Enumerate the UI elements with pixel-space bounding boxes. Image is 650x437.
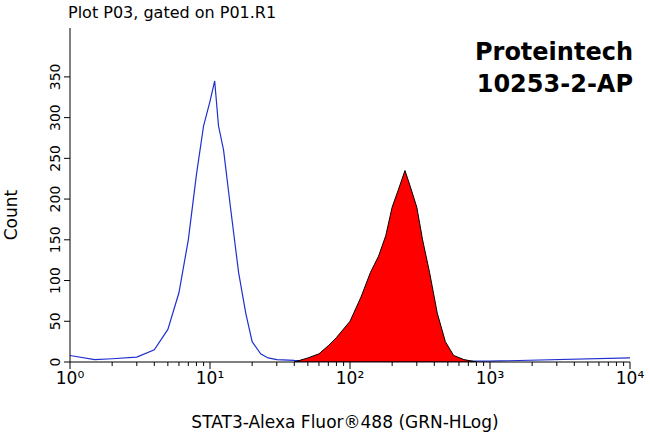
annotation: Proteintech xyxy=(475,38,633,66)
x-tick-label: 10³ xyxy=(476,368,504,388)
x-minor-tick xyxy=(307,362,308,366)
x-minor-tick xyxy=(598,362,599,366)
x-minor-tick xyxy=(294,362,295,366)
y-tick xyxy=(64,158,70,159)
y-tick-label: 300 xyxy=(47,104,63,131)
x-minor-tick xyxy=(167,362,168,366)
x-axis-label: STAT3-Alexa Fluor®488 (GRN-HLog) xyxy=(191,412,498,432)
x-minor-tick xyxy=(136,362,137,366)
y-tick xyxy=(64,239,70,240)
y-tick xyxy=(64,76,70,77)
x-minor-tick xyxy=(468,362,469,366)
x-minor-tick xyxy=(112,362,113,366)
x-minor-tick xyxy=(608,362,609,366)
y-tick-label: 0 xyxy=(47,358,63,367)
x-minor-tick xyxy=(476,362,477,366)
y-tick xyxy=(64,362,70,363)
x-minor-tick xyxy=(587,362,588,366)
x-minor-tick xyxy=(276,362,277,366)
y-tick xyxy=(64,199,70,200)
y-tick-label: 100 xyxy=(47,267,63,294)
x-minor-tick xyxy=(623,362,624,366)
x-minor-tick xyxy=(196,362,197,366)
x-minor-tick xyxy=(392,362,393,366)
x-minor-tick xyxy=(318,362,319,366)
y-axis xyxy=(70,28,71,362)
y-tick xyxy=(64,280,70,281)
x-minor-tick xyxy=(328,362,329,366)
y-axis-label: Count xyxy=(1,189,21,240)
x-tick-label: 10⁴ xyxy=(616,368,645,388)
annotation: 10253-2-AP xyxy=(477,70,633,98)
plot-area xyxy=(70,81,630,362)
x-tick-label: 10⁰ xyxy=(56,368,85,388)
x-minor-tick xyxy=(434,362,435,366)
chart: 10⁰ 10¹ 10² 10³ 10⁴ 0 50 100 150 200 250 300 350 Plot… xyxy=(0,0,650,437)
y-tick xyxy=(64,117,70,118)
x-minor-tick xyxy=(343,362,344,366)
y-tick-label: 200 xyxy=(47,186,63,213)
y-tick xyxy=(64,321,70,322)
x-minor-tick xyxy=(336,362,337,366)
x-minor-tick xyxy=(154,362,155,366)
x-minor-tick xyxy=(178,362,179,366)
x-minor-tick xyxy=(447,362,448,366)
x-minor-tick xyxy=(458,362,459,366)
title: Plot P03, gated on P01.R1 xyxy=(68,3,276,22)
y-tick-label: 50 xyxy=(47,312,63,330)
x-minor-tick xyxy=(416,362,417,366)
area-series xyxy=(294,171,476,362)
x-minor-tick xyxy=(616,362,617,366)
x-minor-tick xyxy=(483,362,484,366)
x-tick-label: 10¹ xyxy=(196,368,224,388)
x-minor-tick xyxy=(556,362,557,366)
line-series xyxy=(70,81,630,361)
x-tick-label: 10² xyxy=(336,368,364,388)
x-minor-tick xyxy=(532,362,533,366)
x-minor-tick xyxy=(203,362,204,366)
x-minor-tick xyxy=(574,362,575,366)
y-tick-label: 350 xyxy=(47,64,63,91)
x-minor-tick xyxy=(252,362,253,366)
y-tick-label: 150 xyxy=(47,226,63,253)
x-minor-tick xyxy=(188,362,189,366)
y-tick-label: 250 xyxy=(47,145,63,172)
